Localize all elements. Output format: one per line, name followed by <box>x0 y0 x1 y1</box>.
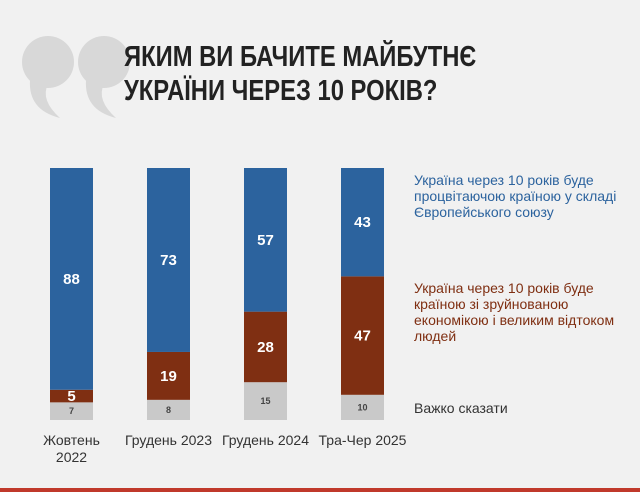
value-label: 73 <box>160 252 177 269</box>
value-label: 28 <box>257 339 274 356</box>
bar-segment <box>244 382 287 420</box>
x-tick-label: Грудень 2024 <box>222 432 309 448</box>
bar-segment <box>244 311 287 383</box>
x-tick-label: Грудень 2023 <box>125 432 212 448</box>
chart-title: ЯКИМ ВИ БАЧИТЕ МАЙБУТНЄ УКРАЇНИ ЧЕРЕЗ 10… <box>124 41 477 107</box>
bar-segment <box>341 168 384 277</box>
value-label: 15 <box>260 396 270 406</box>
bar-segment <box>147 168 190 352</box>
legend-label: Україна через 10 років буде процвітаючою… <box>414 172 617 220</box>
value-label: 43 <box>354 214 371 231</box>
value-label: 88 <box>63 271 80 288</box>
bar-segment <box>50 402 93 420</box>
bar-segment <box>341 394 384 420</box>
bar-segment <box>341 276 384 395</box>
bar-segment <box>50 168 93 390</box>
bottom-bar <box>0 488 640 492</box>
value-label: 19 <box>160 368 177 385</box>
bar-segment <box>244 168 287 312</box>
legend-label: Україна через 10 років буде країною зі з… <box>414 280 615 344</box>
bar-segment <box>147 351 190 400</box>
value-label: 10 <box>357 402 367 412</box>
value-label: 8 <box>166 405 171 415</box>
value-label: 7 <box>69 406 74 416</box>
x-tick-label: Жовтень 2022 <box>43 432 100 465</box>
quote-icon <box>22 36 130 118</box>
bar-segment <box>147 399 190 420</box>
legend-label: Важко сказати <box>414 400 508 416</box>
bar-segment <box>50 389 93 403</box>
value-label: 5 <box>67 388 75 405</box>
value-label: 57 <box>257 232 274 249</box>
value-label: 47 <box>354 328 371 345</box>
x-tick-label: Тра-Чер 2025 <box>318 432 407 448</box>
